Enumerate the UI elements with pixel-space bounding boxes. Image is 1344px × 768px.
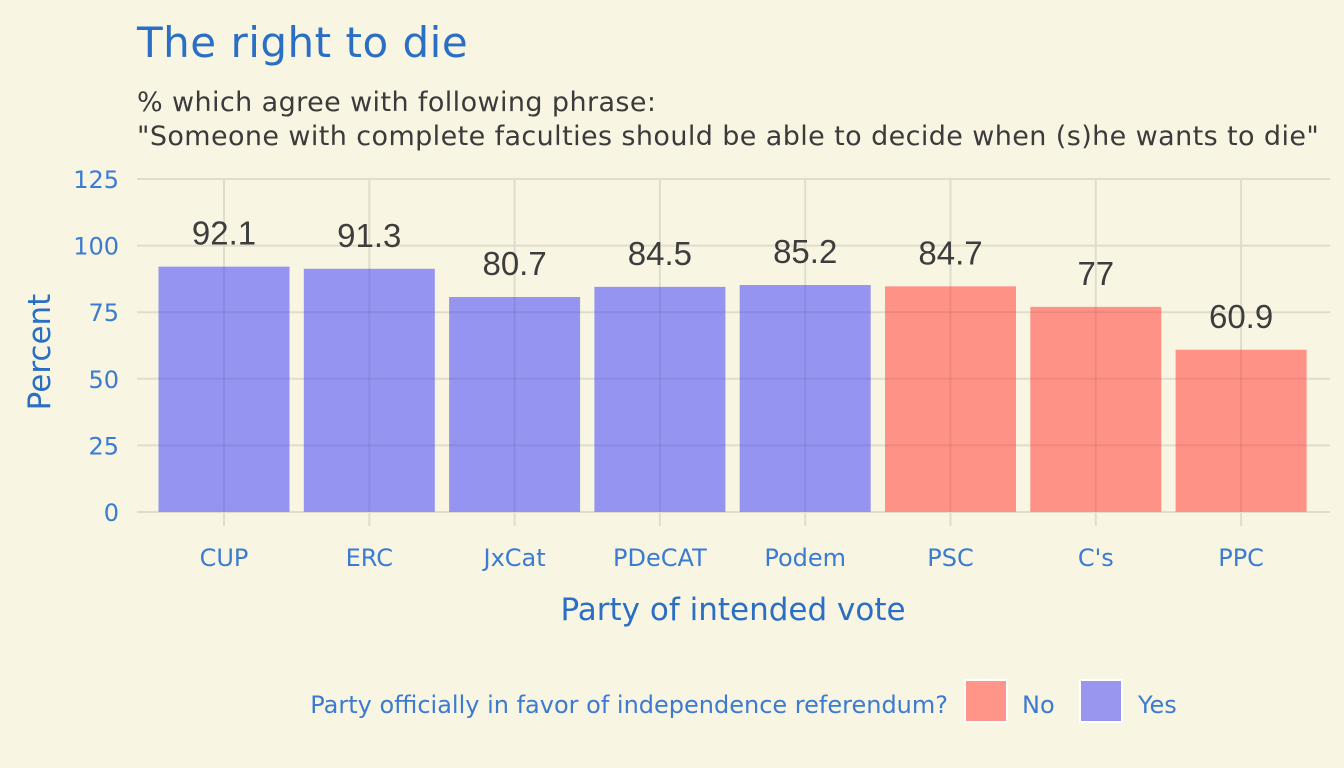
legend-label-yes: Yes bbox=[1137, 691, 1177, 719]
y-axis-title: Percent bbox=[22, 294, 58, 411]
x-tick-label: Podem bbox=[764, 544, 846, 572]
x-tick-label: PDeCAT bbox=[613, 544, 707, 572]
legend-title: Party officially in favor of independenc… bbox=[310, 691, 948, 719]
bar-value-label: 60.9 bbox=[1209, 298, 1273, 335]
chart-subtitle: % which agree with following phrase: "So… bbox=[137, 87, 1320, 152]
legend-label-no: No bbox=[1022, 691, 1055, 719]
y-tick-label: 100 bbox=[73, 233, 119, 261]
bar-value-label: 84.7 bbox=[918, 234, 982, 271]
x-tick-label: ERC bbox=[346, 544, 393, 572]
bar-podem bbox=[739, 285, 871, 512]
bar-psc bbox=[885, 286, 1016, 512]
x-tick-label: CUP bbox=[200, 544, 249, 572]
bar-value-label: 84.5 bbox=[628, 235, 692, 272]
bar-jxcat bbox=[449, 297, 581, 512]
bar-erc bbox=[303, 268, 435, 512]
bar-ppc bbox=[1175, 349, 1307, 512]
y-tick-labels: 0 25 50 75 100 125 bbox=[73, 166, 119, 527]
y-tick-label: 75 bbox=[88, 299, 119, 327]
bar-c-s bbox=[1030, 306, 1162, 512]
bar-value-label: 92.1 bbox=[192, 215, 256, 252]
bars bbox=[158, 266, 1307, 512]
bar-pdecat bbox=[594, 286, 726, 512]
legend: Party officially in favor of independenc… bbox=[310, 679, 1177, 723]
x-tick-label: PPC bbox=[1218, 544, 1264, 572]
x-tick-label: JxCat bbox=[482, 544, 546, 572]
x-tick-label: C's bbox=[1078, 544, 1114, 572]
x-tick-labels: CUP ERC JxCat PDeCAT Podem PSC C's PPC bbox=[200, 544, 1264, 572]
chart-title: The right to die bbox=[137, 18, 469, 67]
legend-key-no bbox=[964, 679, 1008, 723]
y-tick-label: 50 bbox=[88, 366, 119, 394]
bar-cup bbox=[158, 266, 290, 512]
y-tick-label: 25 bbox=[88, 432, 119, 460]
bar-value-label: 77 bbox=[1077, 255, 1114, 292]
legend-key-yes bbox=[1079, 679, 1123, 723]
x-tick-label: PSC bbox=[927, 544, 973, 572]
bar-value-label: 80.7 bbox=[482, 245, 546, 282]
y-tick-label: 0 bbox=[104, 499, 119, 527]
y-tick-label: 125 bbox=[73, 166, 119, 194]
bar-value-label: 85.2 bbox=[773, 233, 837, 270]
bar-value-label: 91.3 bbox=[337, 217, 401, 254]
bar-value-labels: 92.1 91.3 80.7 84.5 85.2 84.7 77 60.9 bbox=[192, 215, 1273, 335]
x-axis-title: Party of intended vote bbox=[560, 592, 905, 628]
